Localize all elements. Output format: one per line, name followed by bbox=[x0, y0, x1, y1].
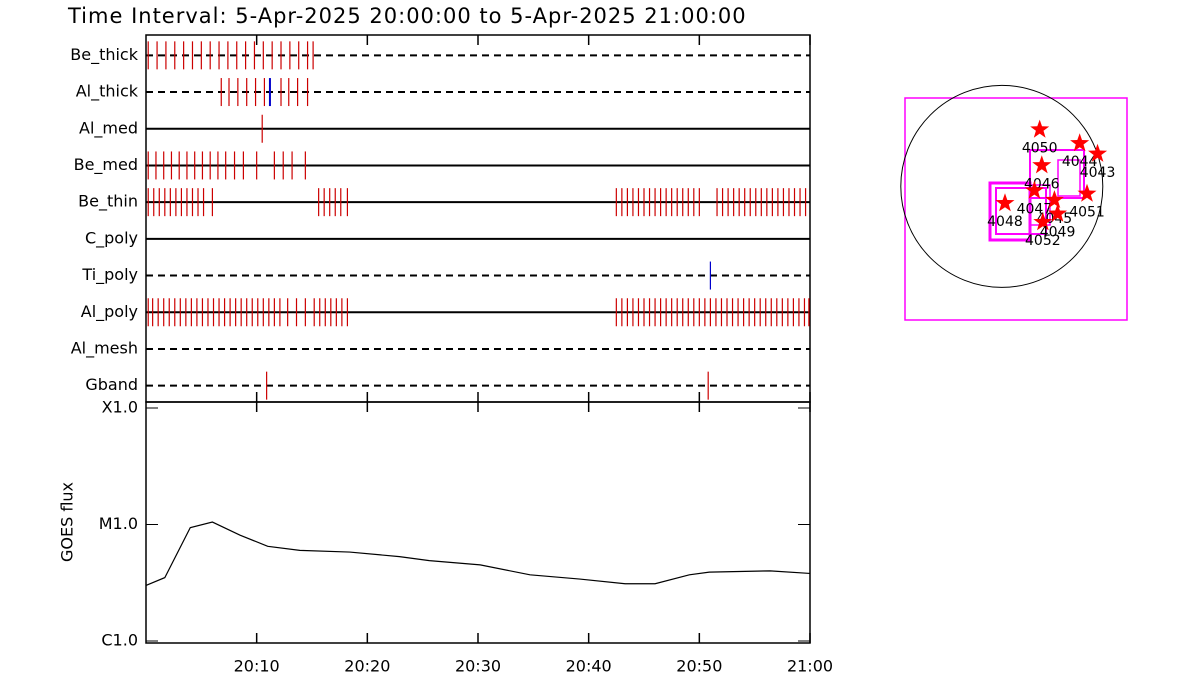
x-tick-label: 21:00 bbox=[787, 657, 833, 676]
row-label: Ti_poly bbox=[81, 265, 138, 285]
row-label: Al_med bbox=[79, 118, 138, 138]
x-tick-label: 20:20 bbox=[344, 657, 390, 676]
region-label: 4044 bbox=[1062, 154, 1098, 170]
region-star bbox=[1088, 143, 1108, 162]
region-star bbox=[1024, 180, 1044, 199]
goes-line bbox=[145, 521, 811, 586]
region-label: 4048 bbox=[987, 214, 1023, 230]
fov-box bbox=[995, 187, 1047, 235]
region-star bbox=[1033, 212, 1053, 231]
region-star bbox=[1030, 119, 1050, 138]
region-star bbox=[1077, 183, 1097, 202]
region-label: 4043 bbox=[1080, 165, 1116, 181]
region-label: 4049 bbox=[1040, 225, 1076, 241]
row-label: Be_med bbox=[74, 155, 138, 175]
region-label: 4052 bbox=[1025, 233, 1061, 249]
y-tick-label: C1.0 bbox=[101, 631, 138, 650]
solar-disk bbox=[900, 84, 1104, 288]
goes-frame bbox=[145, 401, 811, 644]
region-star bbox=[1070, 133, 1090, 152]
y-tick-label: X1.0 bbox=[102, 398, 138, 417]
x-tick-label: 20:50 bbox=[676, 657, 722, 676]
region-star bbox=[995, 193, 1015, 212]
map-frame bbox=[904, 97, 1128, 321]
x-tick-label: 20:10 bbox=[234, 657, 280, 676]
row-label: Al_thick bbox=[76, 82, 139, 102]
row-label: Al_mesh bbox=[71, 338, 138, 358]
region-label: 4050 bbox=[1022, 141, 1058, 157]
y-axis-label: GOES flux bbox=[58, 482, 77, 562]
row-label: Al_poly bbox=[81, 302, 138, 322]
fov-boxes bbox=[988, 149, 1085, 242]
fov-box bbox=[1057, 159, 1081, 197]
chart-title: Time Interval: 5-Apr-2025 20:00:00 to 5-… bbox=[67, 4, 747, 28]
row-label: Be_thick bbox=[70, 45, 138, 65]
region-label: 4051 bbox=[1069, 205, 1105, 221]
region-label: 4047 bbox=[1017, 202, 1053, 218]
row-label: Be_thin bbox=[78, 192, 138, 212]
region-star bbox=[1044, 190, 1064, 209]
row-label: Gband bbox=[85, 375, 138, 394]
timeline-frame bbox=[145, 34, 811, 403]
x-tick-label: 20:30 bbox=[455, 657, 501, 676]
region-star bbox=[1048, 203, 1068, 222]
region-star bbox=[1032, 155, 1052, 174]
row-label: C_poly bbox=[85, 228, 138, 248]
y-tick-label: M1.0 bbox=[99, 514, 138, 533]
x-tick-label: 20:40 bbox=[566, 657, 612, 676]
